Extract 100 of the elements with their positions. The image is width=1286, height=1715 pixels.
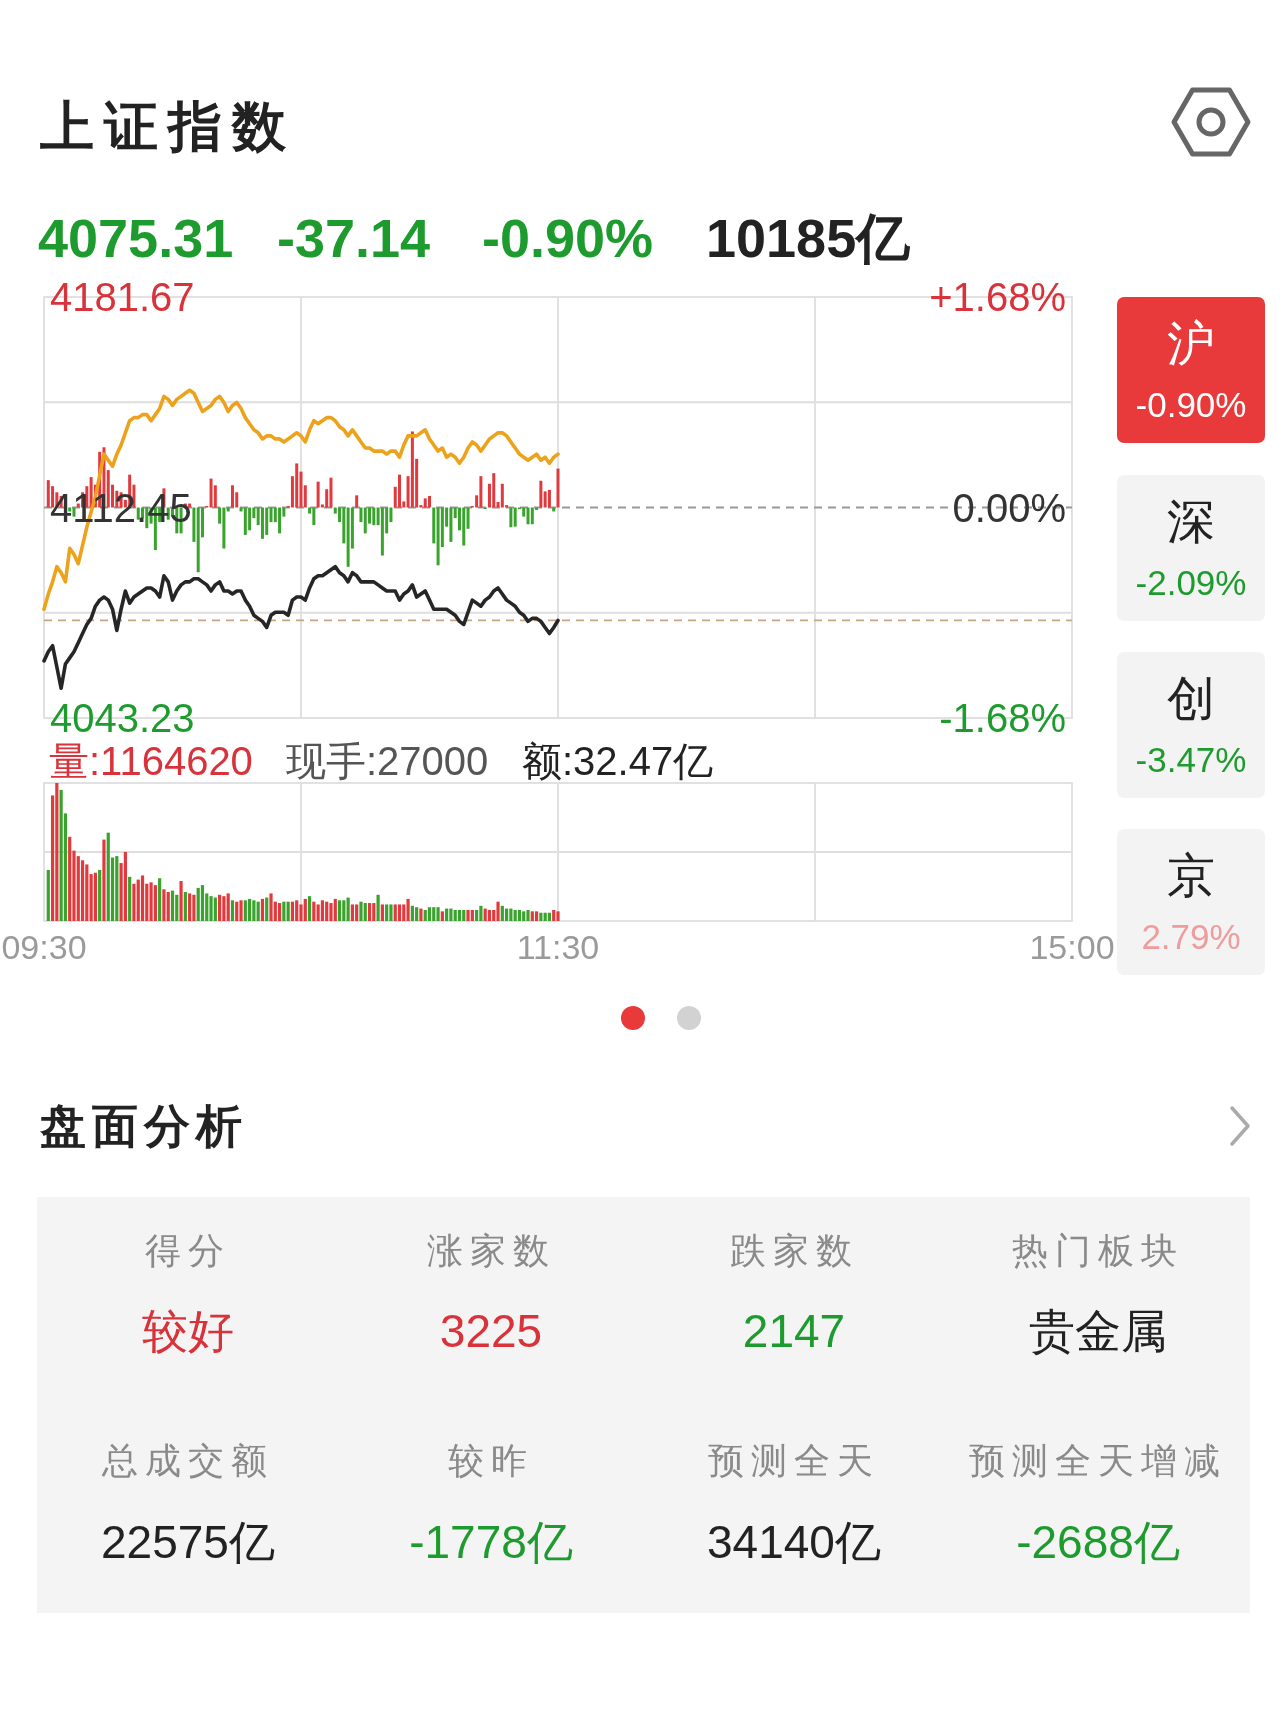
bar bbox=[282, 901, 286, 921]
bar bbox=[552, 909, 556, 921]
bar bbox=[372, 903, 376, 921]
text: 3225 bbox=[439, 1305, 543, 1357]
category-label: 得分 bbox=[145, 1229, 231, 1271]
bar bbox=[196, 887, 200, 921]
category-label: 京 bbox=[1167, 847, 1215, 903]
bar bbox=[329, 477, 333, 508]
bar bbox=[295, 463, 299, 508]
bar bbox=[342, 507, 346, 544]
bar bbox=[46, 869, 50, 921]
bar bbox=[367, 903, 372, 921]
bar bbox=[106, 832, 110, 921]
text: 34140亿 bbox=[707, 1516, 881, 1568]
bar bbox=[479, 476, 483, 508]
bar bbox=[140, 875, 145, 921]
bar bbox=[303, 898, 307, 921]
bar bbox=[466, 507, 470, 529]
bar bbox=[427, 907, 432, 921]
bar bbox=[299, 471, 303, 508]
bar bbox=[445, 908, 449, 921]
bar bbox=[149, 882, 153, 921]
bar bbox=[209, 896, 213, 921]
bar bbox=[372, 507, 376, 526]
category-label: 深 bbox=[1167, 493, 1215, 549]
y2-tick-label: -1.68% bbox=[939, 696, 1066, 740]
bar bbox=[539, 912, 543, 921]
bar bbox=[462, 909, 466, 921]
text: -0.90% bbox=[482, 208, 654, 268]
bar bbox=[440, 911, 444, 921]
bar bbox=[290, 901, 295, 921]
text: 较好 bbox=[142, 1305, 234, 1357]
category-label: 热门板块 bbox=[1012, 1229, 1184, 1271]
bar bbox=[312, 507, 316, 526]
text: 10185亿 bbox=[706, 208, 912, 268]
bar bbox=[248, 898, 252, 921]
bar bbox=[380, 507, 384, 556]
text: 现手:27000 bbox=[286, 739, 489, 783]
bar bbox=[526, 507, 530, 525]
bar bbox=[128, 876, 132, 921]
text: 2147 bbox=[742, 1305, 846, 1357]
bar bbox=[436, 507, 440, 566]
bar bbox=[556, 468, 560, 508]
bar bbox=[269, 507, 273, 523]
bar bbox=[363, 903, 367, 921]
text: 4075.31 bbox=[38, 208, 234, 268]
bar bbox=[397, 904, 402, 921]
bar bbox=[423, 909, 427, 921]
bar bbox=[389, 904, 393, 921]
bar bbox=[517, 909, 522, 921]
text: 22575亿 bbox=[101, 1516, 275, 1568]
category-label: 创 bbox=[1167, 670, 1215, 726]
bar bbox=[123, 852, 127, 921]
text: -37.14 bbox=[277, 208, 431, 268]
chart-title: 上证指数 bbox=[40, 94, 296, 158]
bar bbox=[320, 900, 325, 921]
bar bbox=[449, 908, 453, 921]
bar bbox=[252, 900, 256, 921]
bar bbox=[248, 507, 252, 531]
bar bbox=[376, 894, 380, 921]
x-tick-label: 11:30 bbox=[516, 928, 600, 966]
bar bbox=[355, 495, 359, 508]
bar bbox=[153, 885, 157, 921]
bar bbox=[239, 900, 243, 921]
bar bbox=[359, 507, 363, 523]
bar bbox=[260, 898, 265, 921]
text: -3.47% bbox=[1135, 739, 1247, 779]
bar bbox=[132, 883, 136, 921]
bar bbox=[363, 507, 367, 534]
bar bbox=[170, 890, 175, 921]
bar bbox=[509, 507, 513, 528]
bar bbox=[226, 893, 230, 921]
bar bbox=[530, 911, 534, 921]
x-tick-label: 09:30 bbox=[1, 928, 87, 966]
text: 贵金属 bbox=[1029, 1305, 1167, 1357]
category-label: 预测全天 bbox=[708, 1439, 880, 1481]
category-label: 沪 bbox=[1167, 315, 1215, 371]
bar bbox=[526, 909, 530, 921]
bar bbox=[115, 856, 119, 921]
bar bbox=[496, 901, 500, 921]
bar bbox=[487, 909, 492, 921]
category-label: 总成交额 bbox=[101, 1439, 274, 1481]
bar bbox=[406, 898, 410, 921]
bar bbox=[243, 507, 247, 535]
bar bbox=[269, 893, 273, 921]
bar bbox=[462, 507, 466, 546]
bar bbox=[265, 507, 269, 535]
bar bbox=[230, 900, 235, 921]
bar bbox=[102, 839, 106, 921]
bar bbox=[166, 892, 170, 921]
category-label: 涨家数 bbox=[426, 1229, 556, 1271]
bar bbox=[218, 894, 222, 921]
bar bbox=[179, 880, 183, 921]
bar bbox=[162, 889, 166, 921]
bar bbox=[286, 901, 290, 921]
y2-tick-label: +1.68% bbox=[929, 275, 1066, 319]
bar bbox=[355, 904, 359, 921]
y-tick-label: 4181.67 bbox=[50, 275, 195, 319]
bar bbox=[547, 912, 552, 921]
bar bbox=[513, 507, 517, 527]
